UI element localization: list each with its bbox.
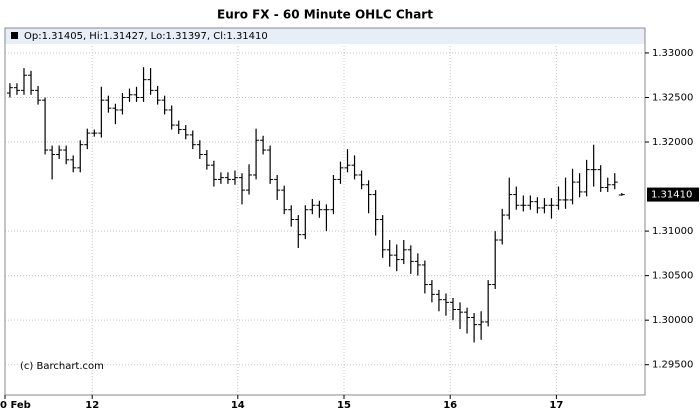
x-tick-label: 14 (231, 400, 245, 411)
y-tick-label: 1.29500 (652, 360, 693, 371)
legend-text: Op:1.31405, Hi:1.31427, Lo:1.31397, Cl:1… (24, 31, 268, 42)
x-tick-label: 0 Feb (0, 400, 31, 411)
x-tick-label: 16 (443, 400, 457, 411)
chart-title: Euro FX - 60 Minute OHLC Chart (217, 8, 433, 22)
x-tick-label: 15 (337, 400, 351, 411)
x-tick-label: 17 (549, 400, 563, 411)
y-tick-label: 1.32500 (652, 92, 693, 103)
y-tick-label: 1.32000 (652, 137, 693, 148)
watermark: (c) Barchart.com (20, 361, 104, 372)
x-tick-label: 12 (85, 400, 99, 411)
y-tick-label: 1.30500 (652, 271, 693, 282)
y-tick-label: 1.31000 (652, 226, 693, 237)
last-price-label: 1.31410 (651, 190, 692, 201)
legend-swatch (11, 32, 18, 39)
y-tick-label: 1.33000 (652, 48, 693, 59)
plot-frame (4, 27, 646, 396)
plot-area (5, 28, 645, 395)
last-price-box (647, 187, 699, 202)
y-tick-label: 1.30000 (652, 315, 693, 326)
legend-strip (5, 28, 645, 44)
